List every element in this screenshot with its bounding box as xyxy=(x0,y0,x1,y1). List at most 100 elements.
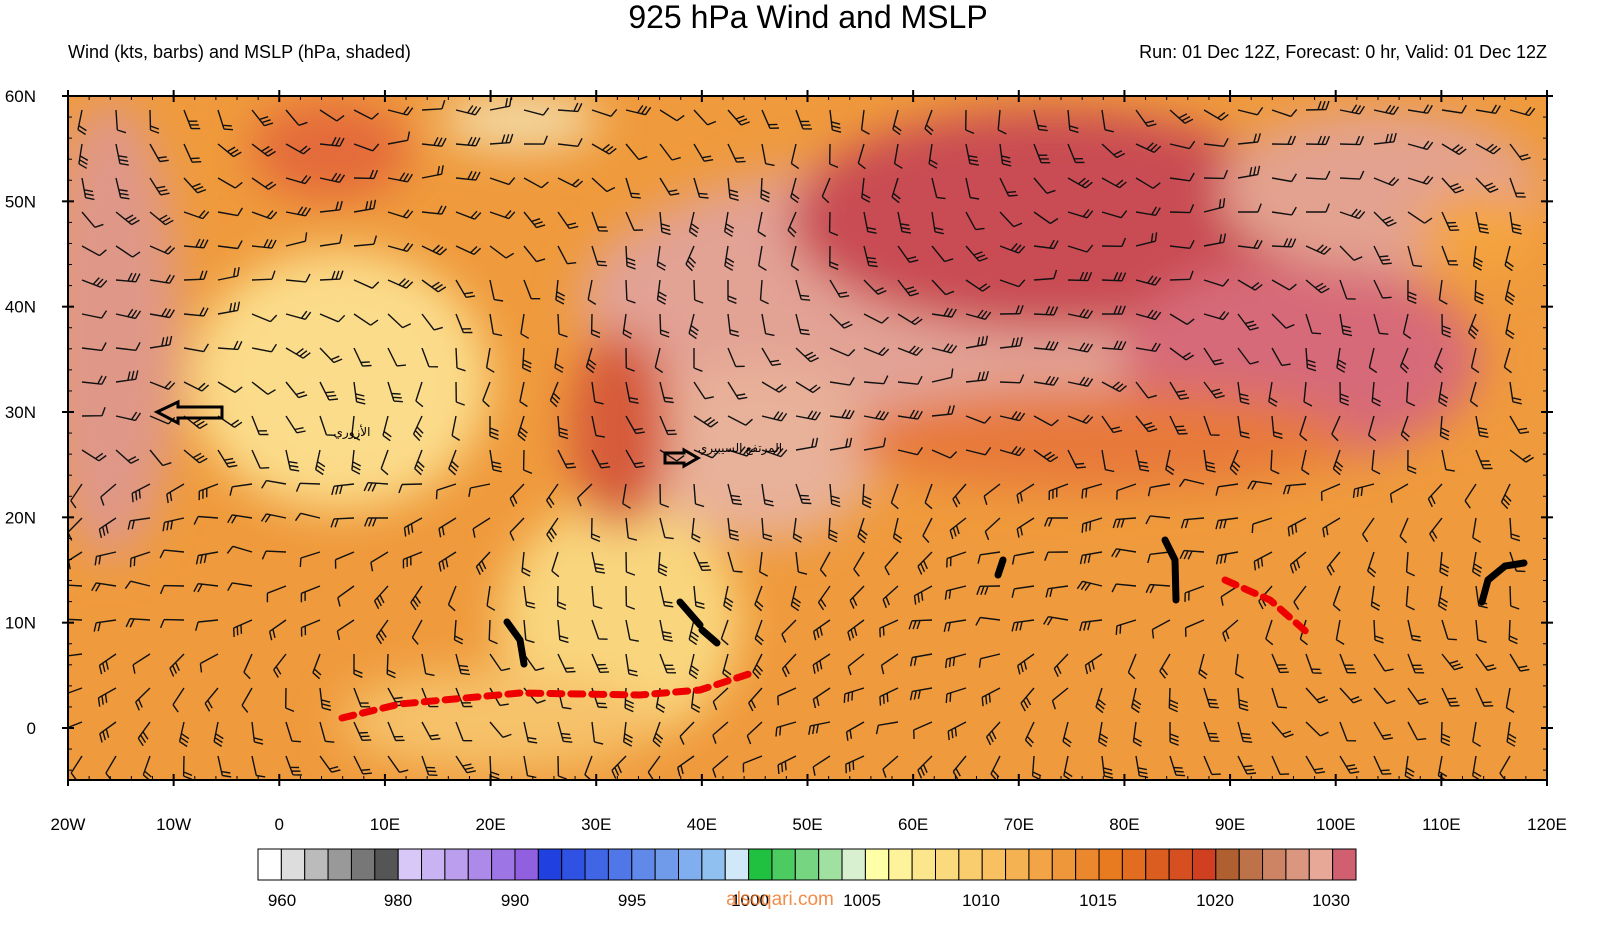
wind-barb xyxy=(337,585,355,607)
wind-barb xyxy=(523,619,535,644)
colorbar-box xyxy=(1121,848,1147,881)
wind-barb xyxy=(965,446,992,456)
colorbar-box xyxy=(280,848,306,881)
wind-barb xyxy=(693,483,705,508)
wind-barb xyxy=(319,721,335,743)
wind-barb xyxy=(1441,619,1457,641)
wind-barb xyxy=(149,211,174,226)
wind-barb xyxy=(829,279,850,298)
colorbar-labels: 960 980 990 995 1000 1005 1010 1015 1020… xyxy=(268,891,1350,910)
wind-barb xyxy=(625,177,641,199)
wind-barb xyxy=(1339,653,1357,674)
wind-barb xyxy=(1184,585,1205,602)
wind-barb xyxy=(863,245,878,268)
wind-barb xyxy=(115,211,140,226)
wind-barb xyxy=(952,755,967,780)
wind-barb xyxy=(135,687,151,711)
wind-barb xyxy=(585,347,597,374)
wind-barb xyxy=(1441,449,1455,472)
wind-barb xyxy=(1067,376,1094,387)
wind-barb xyxy=(975,616,1001,626)
wind-barb xyxy=(1441,687,1460,707)
title: 925 hPa Wind and MSLP xyxy=(628,0,987,35)
colorbar-label: 1005 xyxy=(843,891,881,910)
wind-barb xyxy=(1305,313,1322,335)
colorbar-box xyxy=(1285,848,1310,881)
wind-barb xyxy=(398,483,423,494)
wind-barb xyxy=(1373,721,1394,740)
wind-barb xyxy=(285,415,306,434)
wind-barb xyxy=(1339,135,1365,146)
wind-barb xyxy=(159,618,185,629)
wind-barb xyxy=(1407,653,1425,674)
wind-barb xyxy=(1198,653,1208,680)
wind-barb xyxy=(727,143,746,163)
wind-barb xyxy=(1472,721,1481,747)
wind-barb xyxy=(195,619,219,631)
wind-barb xyxy=(217,143,242,158)
wind-barb xyxy=(931,177,946,200)
wind-barb xyxy=(946,551,967,568)
wind-barb xyxy=(1020,687,1035,712)
colorbar-box xyxy=(1262,848,1287,881)
wind-barb xyxy=(909,653,933,667)
wind-barb xyxy=(523,107,550,116)
wind-barb xyxy=(917,551,933,575)
wind-barb xyxy=(557,721,573,743)
wind-barb xyxy=(1145,515,1171,525)
wind-barb xyxy=(1101,143,1126,159)
wind-barb xyxy=(251,449,270,469)
wind-barb xyxy=(693,551,712,571)
wind-barb xyxy=(1441,245,1459,266)
colorbar-box xyxy=(1215,848,1240,881)
colorbar-box xyxy=(911,848,936,881)
wind-barb xyxy=(489,210,516,220)
wind-barb xyxy=(557,211,579,230)
wind-barb xyxy=(1373,132,1397,145)
wind-barb xyxy=(863,279,887,295)
wind-barb xyxy=(965,143,979,166)
wind-barb xyxy=(879,619,899,638)
wind-barb xyxy=(1441,211,1460,231)
wind-barb xyxy=(115,341,141,351)
wind-barb xyxy=(853,551,865,577)
wind-barb xyxy=(1373,177,1400,187)
wind-barb xyxy=(1048,483,1069,501)
lon-label: 80E xyxy=(1109,815,1139,834)
wind-barb xyxy=(1441,653,1464,671)
wind-barb xyxy=(387,381,403,403)
wind-barb xyxy=(251,721,264,745)
wind-barb xyxy=(1169,204,1195,214)
wind-barb xyxy=(746,721,763,745)
wind-barb xyxy=(931,368,954,383)
wind-barb xyxy=(1135,232,1158,247)
wind-barb xyxy=(1407,175,1434,185)
wind-barb xyxy=(693,381,714,400)
wind-barb xyxy=(447,585,457,612)
wind-barb xyxy=(455,136,481,147)
wind-barb xyxy=(81,211,104,228)
wind-barb xyxy=(1159,653,1171,679)
wind-barb xyxy=(251,755,266,778)
wind-barb xyxy=(777,687,797,706)
lat-label: 60N xyxy=(5,87,36,106)
wind-barb xyxy=(654,347,664,374)
wind-barb xyxy=(351,449,362,475)
wind-barb xyxy=(1178,478,1205,488)
wind-barb xyxy=(727,551,743,573)
wind-barb xyxy=(370,551,389,572)
wind-barb xyxy=(1509,177,1526,198)
wind-barb xyxy=(1116,483,1137,500)
wind-barb xyxy=(81,449,107,462)
wind-barb xyxy=(1237,721,1253,743)
wind-barb xyxy=(656,279,667,305)
wind-barb xyxy=(590,517,601,543)
wind-barb xyxy=(931,343,958,354)
colorbar-box xyxy=(1238,848,1264,881)
wind-barb xyxy=(977,551,1001,564)
wind-barb xyxy=(489,97,512,111)
wind-barb xyxy=(1147,551,1171,564)
wind-barb xyxy=(312,653,322,680)
wind-barb xyxy=(227,582,253,592)
